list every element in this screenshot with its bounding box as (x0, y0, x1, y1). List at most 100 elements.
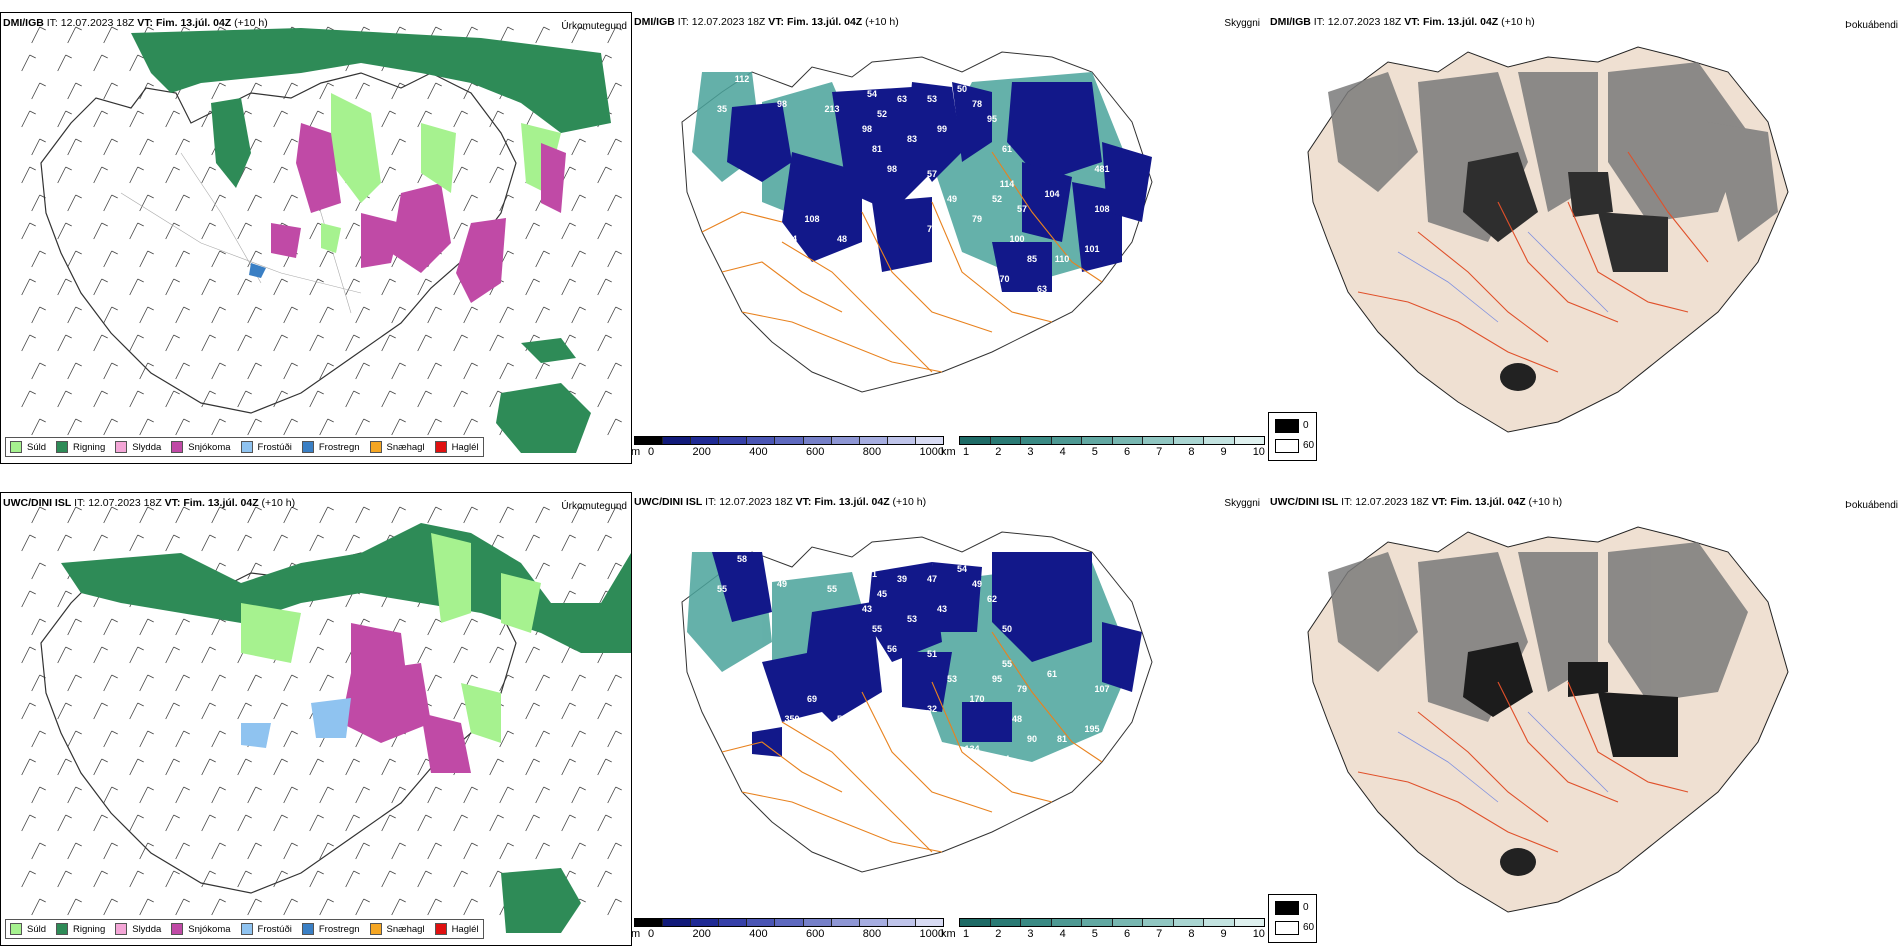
wind-barb (597, 814, 612, 832)
wind-barb (309, 278, 324, 296)
wind-barb (57, 702, 72, 720)
wind-barb (319, 786, 334, 804)
wind-barb (499, 786, 514, 804)
precip-type-panel-1: DMI/IGB IT: 12.07.2023 18Z VT: Fim. 13.j… (0, 12, 632, 464)
wind-barb (67, 82, 82, 100)
wind-barb (309, 390, 324, 408)
cloud-base-label: 350 (784, 714, 799, 724)
wind-barb (103, 306, 118, 324)
cloud-base-label: 213 (824, 104, 839, 114)
colorbar-segment (859, 919, 888, 926)
wind-barb (139, 674, 154, 692)
wind-barb (165, 166, 180, 184)
wind-barb (93, 870, 108, 888)
wind-barb (525, 534, 540, 552)
cloud-base-label: 90 (1027, 734, 1037, 744)
wind-barb (211, 306, 226, 324)
wind-barb (175, 194, 190, 212)
wind-barb (139, 506, 154, 524)
wind-barb (597, 758, 612, 776)
wind-barb (31, 138, 46, 156)
wind-barb (57, 590, 72, 608)
wind-barb (319, 362, 334, 380)
cloud-base-label: 47 (927, 574, 937, 584)
wind-barb (283, 362, 298, 380)
tick-label: 400 (749, 446, 768, 458)
wind-barb (525, 758, 540, 776)
cloud-label: Skyggni (1224, 18, 1260, 29)
tick-label: 3 (1027, 446, 1034, 458)
wind-barb (273, 814, 288, 832)
wind-barb (247, 898, 262, 916)
legend-label: Snæhagl (386, 923, 425, 935)
height-scale: m 0 200 400 600 800 1000 (632, 918, 944, 940)
legend-label: Frostúði (257, 923, 292, 935)
wind-barb (175, 506, 190, 524)
legend-swatch (434, 441, 447, 453)
wind-barb (499, 730, 514, 748)
wind-barb (129, 166, 144, 184)
precip-legend: Súld Rigning Slydda Snjókoma Frostúði Frostre… (5, 437, 484, 457)
wind-barb (489, 166, 504, 184)
tick-label: 1000 (919, 446, 944, 458)
wind-barb (381, 870, 396, 888)
wind-barb (103, 786, 118, 804)
legend-swatch (240, 441, 253, 453)
wind-barb (571, 194, 586, 212)
tick-label: 6 (1123, 928, 1131, 940)
cloud-panel-2: UWC/DINI ISL IT: 12.07.2023 18Z VT: Fim.… (632, 492, 1268, 946)
wind-barb (607, 82, 622, 100)
cloud-base-label: 134 (964, 744, 979, 754)
colorbar-segment (990, 437, 1021, 444)
fog-legend: 0 60 (1268, 412, 1317, 461)
wind-barb (57, 278, 72, 296)
wind-barb (391, 138, 406, 156)
colorbar-segment (831, 437, 860, 444)
wind-barb (571, 138, 586, 156)
cloud-label: Skyggni (1224, 498, 1260, 509)
cloud-base-label: 54 (957, 564, 967, 574)
wind-barb (571, 250, 586, 268)
wind-barb (345, 814, 360, 832)
cloud-base-label: 46 (867, 744, 877, 754)
wind-barb (463, 618, 478, 636)
colorbar-segment (1082, 919, 1113, 926)
cloud-base-label: 95 (992, 674, 1002, 684)
cloud-base-label: 99 (937, 124, 947, 134)
wind-barb (571, 306, 586, 324)
cloud-base-label: 79 (972, 214, 982, 224)
wind-barb (237, 534, 252, 552)
legend-swatch (10, 923, 22, 935)
wind-barb (211, 898, 226, 916)
legend-swatch (301, 441, 314, 453)
cloud-base-label: 194 (994, 754, 1009, 764)
wind-barb (129, 54, 144, 72)
wind-barb (391, 306, 406, 324)
wind-barb (489, 758, 504, 776)
cloud-base-label: 50 (957, 84, 967, 94)
cloud-base-label: 53 (907, 614, 917, 624)
cloud-base-label: 81 (872, 144, 882, 154)
wind-barb (391, 842, 406, 860)
wind-barb (237, 870, 252, 888)
wind-barb (283, 138, 298, 156)
wind-barb (427, 674, 442, 692)
legend-swatch (369, 923, 382, 935)
panel-title: DMI/IGB IT: 12.07.2023 18Z VT: Fim. 13.j… (3, 17, 268, 29)
legend-swatch (369, 441, 382, 453)
wind-barb (165, 702, 180, 720)
wind-barb (597, 278, 612, 296)
tick-label: 8 (1188, 446, 1195, 458)
cloud-base-label: 69 (807, 694, 817, 704)
wind-barb (93, 334, 108, 352)
tick-label: 2 (995, 446, 1002, 458)
tick-label: 5 (1091, 928, 1098, 940)
wind-barb (129, 534, 144, 552)
wind-barb (381, 334, 396, 352)
tick-label: 1 (963, 928, 970, 940)
wind-barb (391, 418, 406, 436)
legend-item: Frostúði (240, 441, 292, 453)
tick-label: 200 (692, 446, 711, 458)
legend-swatch (171, 441, 184, 453)
wind-barb (571, 842, 586, 860)
